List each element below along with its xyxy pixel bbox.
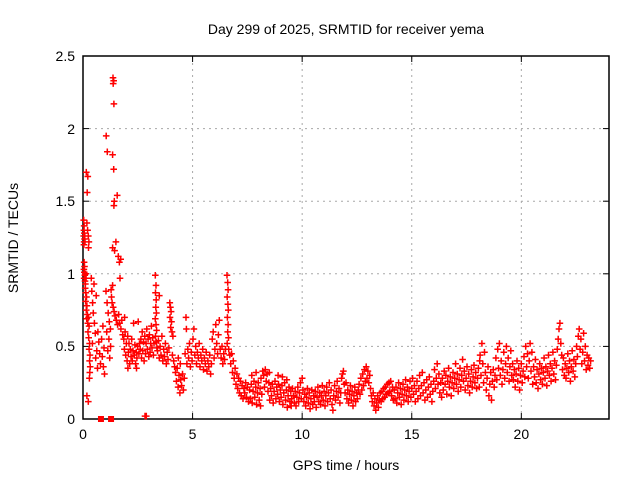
y-axis-label: SRMTID / TECUs [5,182,21,294]
chart-title: Day 299 of 2025, SRMTID for receiver yem… [207,21,485,37]
y-tick-label: 1 [67,265,75,282]
zero-value-marker [108,416,115,422]
x-tick-label: 10 [294,426,310,442]
x-axis-label: GPS time / hours [292,457,400,473]
x-tick-label: 20 [513,426,530,442]
x-tick-label: 15 [403,426,420,442]
y-tick-label: 2.5 [55,48,75,64]
x-tick-label: 0 [79,426,87,442]
zero-value-marker [97,416,104,422]
y-tick-label: 0.5 [55,338,75,355]
data-points [80,74,594,420]
y-tick-label: 1.5 [55,193,75,210]
plot-border [82,55,610,420]
y-tick-label: 2 [67,120,75,137]
y-tick-label: 0 [67,411,75,427]
x-tick-label: 5 [188,426,197,442]
